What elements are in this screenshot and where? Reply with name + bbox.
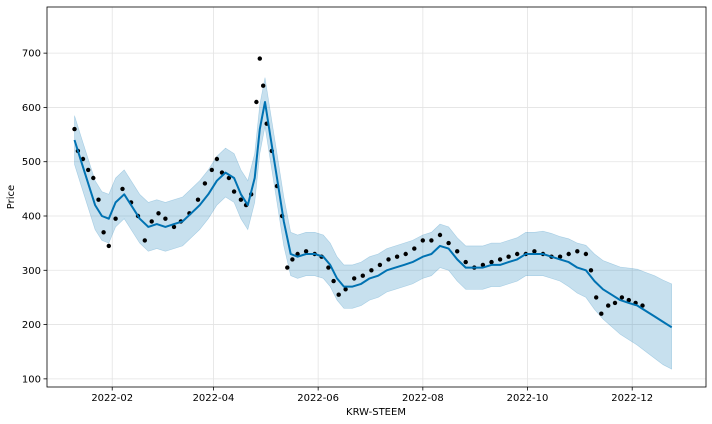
observed-points [72,56,645,316]
observed-point [583,251,589,257]
y-tick-label: 500 [22,157,41,168]
forecast-line [73,101,673,329]
observed-point [336,292,341,297]
observed-point [497,257,503,262]
observed-point [532,249,537,254]
y-tick-label: 200 [22,320,41,331]
observed-point [171,224,177,230]
observed-point [285,265,290,270]
plot-frame [46,6,707,388]
observed-point [599,311,604,316]
observed-point [588,268,594,273]
x-tick-label: 2022-02 [91,393,133,404]
observed-point [80,156,86,162]
observed-point [295,251,300,257]
y-tick-label: 600 [22,103,41,114]
observed-point [72,126,77,132]
observed-point [575,249,580,254]
observed-point [86,167,91,173]
observed-point [446,240,451,246]
observed-point [606,303,611,308]
observed-point [626,297,631,303]
x-tick-label: 2022-08 [402,393,444,404]
observed-point [226,175,232,181]
observed-point [326,265,331,270]
x-tick-label: 2022-12 [611,393,653,404]
observed-point [352,276,357,281]
observed-point [566,251,571,257]
observed-point [113,216,118,221]
observed-point [619,295,625,300]
observed-point [303,249,309,254]
x-axis-ticks: 2022-02 2022-04 2022-06 2022-08 2022-10 2022-… [91,387,653,404]
observed-point [480,262,486,268]
observed-point [195,197,201,202]
y-tick-label: 400 [22,212,41,223]
observed-point [209,167,214,173]
observed-point [238,197,244,202]
observed-point [515,251,520,257]
observed-point [231,189,237,194]
observed-point [369,268,374,273]
observed-point [489,259,494,265]
y-tick-label: 100 [22,374,41,385]
observed-point [120,186,125,192]
x-axis-label: KRW-STEEM [346,407,406,418]
observed-point [254,99,259,105]
observed-point [506,254,511,259]
observed-point [377,262,383,268]
observed-point [290,257,295,262]
observed-point [156,211,161,216]
observed-point [214,156,220,162]
observed-point [455,249,460,254]
observed-point [257,56,262,61]
observed-point [420,238,425,243]
observed-point [437,232,443,238]
uncertainty-band-area [74,77,672,370]
observed-point [202,181,208,186]
x-tick-label: 2022-10 [507,393,549,404]
observed-point [612,300,618,306]
observed-point [142,238,147,243]
observed-point [331,278,336,284]
observed-point [91,175,96,181]
observed-point [463,259,468,265]
observed-point [96,197,101,202]
observed-point [594,295,599,300]
uncertainty-band [74,77,672,370]
grid [47,7,706,387]
observed-point [149,219,154,224]
y-axis-ticks: 100 200 300 400 500 600 700 [22,49,47,385]
y-axis-label: Price [6,185,17,209]
observed-point [403,251,408,257]
observed-point [106,243,112,249]
observed-point [429,238,434,243]
observed-point [386,257,391,262]
observed-point [412,246,417,251]
y-tick-label: 300 [22,266,41,277]
observed-point [394,254,400,259]
observed-point [163,216,168,221]
x-tick-label: 2022-06 [297,393,339,404]
observed-point [101,230,106,235]
x-tick-label: 2022-04 [193,393,235,404]
forecast-line-path [73,101,673,329]
observed-point [360,273,365,278]
y-tick-label: 700 [22,49,41,60]
observed-point [261,83,266,88]
observed-point [343,287,348,292]
observed-point [557,254,563,259]
observed-point [640,303,645,308]
